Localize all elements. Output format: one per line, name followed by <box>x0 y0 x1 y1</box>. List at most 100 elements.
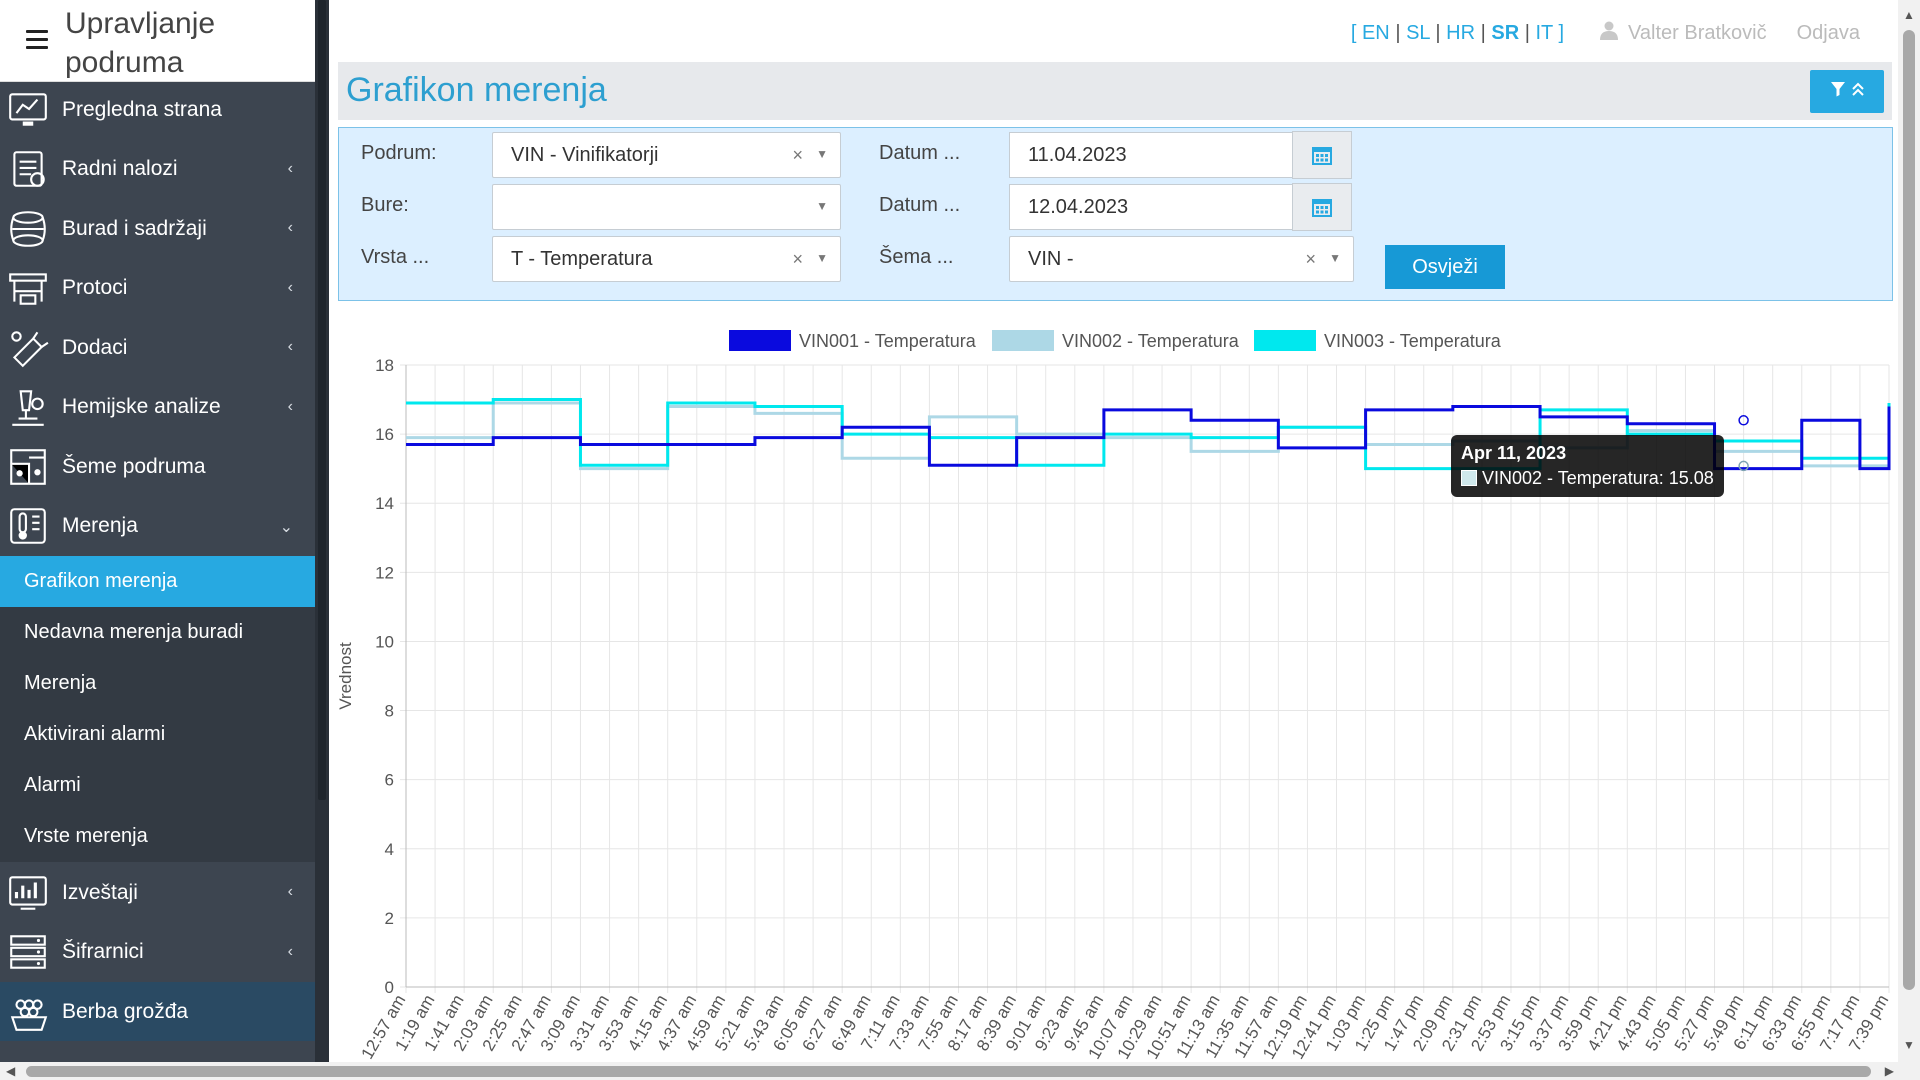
y-tick-label: 18 <box>375 356 394 375</box>
sidebar-subitem-label: Grafikon merenja <box>24 570 178 592</box>
grapes-icon <box>3 989 53 1035</box>
sidebar-item-merenja[interactable]: Merenja ⌄ <box>0 497 315 556</box>
chart-tooltip: Apr 11, 2023 VIN002 - Temperatura: 15.08 <box>1451 435 1724 497</box>
scroll-down-icon[interactable]: ▼ <box>1903 1038 1915 1052</box>
type-label: Vrsta ... <box>361 246 430 268</box>
lang-hr[interactable]: HR <box>1446 21 1476 44</box>
user-icon <box>1600 20 1619 46</box>
type-value: T - Temperatura <box>511 247 653 270</box>
hover-point-vin002 <box>1738 460 1749 472</box>
scheme-value: VIN - <box>1028 247 1074 270</box>
scroll-left-icon[interactable]: ◀ <box>6 1064 16 1078</box>
sidebar-scrollbar[interactable] <box>315 0 329 1080</box>
chevron-left-icon[interactable]: ‹ <box>287 397 293 415</box>
scroll-thumb[interactable] <box>26 1066 1871 1077</box>
lang-separator: | <box>1435 21 1441 44</box>
reports-icon <box>3 870 53 916</box>
sidebar-item-label: Pregledna strana <box>62 97 222 121</box>
main-content: [ EN | SL | HR | SR | IT ] Valter Bratko… <box>329 0 1920 1080</box>
chevron-down-icon[interactable]: ▼ <box>816 147 828 161</box>
sidebar-item-label: Izveštaji <box>62 880 138 904</box>
cellar-select[interactable]: VIN - Vinifikatorji × ▼ <box>492 132 841 178</box>
user-info[interactable]: Valter Bratkovič <box>1600 20 1767 46</box>
sidebar-item-protoci[interactable]: Protoci ‹ <box>0 259 315 318</box>
language-switcher: [ EN | SL | HR | SR | IT ] <box>1351 22 1564 45</box>
chevron-left-icon[interactable]: ‹ <box>287 159 293 177</box>
sidebar-subitem-merenja[interactable]: Merenja <box>0 658 315 709</box>
sidebar-item-sifrarnici[interactable]: Šifrarnici ‹ <box>0 923 315 982</box>
database-icon <box>3 929 53 975</box>
scroll-up-icon[interactable]: ▲ <box>1903 8 1915 22</box>
sidebar-item-label: Dodaci <box>62 335 128 359</box>
sidebar-item-hemijske-analize[interactable]: Hemijske analize ‹ <box>0 378 315 437</box>
tooltip-swatch <box>1461 470 1477 486</box>
sidebar-item-izvestaji[interactable]: Izveštaji ‹ <box>0 863 315 922</box>
barrels-label: Bure: <box>361 194 409 216</box>
clear-icon[interactable]: × <box>1305 249 1316 269</box>
scheme-label: Šema ... <box>879 246 954 268</box>
sidebar-item-pregledna-strana[interactable]: Pregledna strana <box>0 80 315 139</box>
panel-header: Grafikon merenja <box>338 62 1892 120</box>
sidebar-item-label: Hemijske analize <box>62 395 221 418</box>
sidebar-item-burad-i-sadrzaji[interactable]: Burad i sadržaji ‹ <box>0 199 315 258</box>
refresh-button[interactable]: Osvježi <box>1385 245 1505 289</box>
sidebar-subitem-label: Nedavna merenja buradi <box>24 621 244 643</box>
sidebar-item-seme-podruma[interactable]: Šeme podruma <box>0 437 315 496</box>
calendar-icon[interactable] <box>1292 131 1352 179</box>
chevron-left-icon[interactable]: ‹ <box>287 883 293 900</box>
sidebar-item-dodaci[interactable]: Dodaci ‹ <box>0 318 315 377</box>
legend-swatch <box>1254 330 1316 351</box>
menu-toggle-icon[interactable] <box>26 30 48 49</box>
sidebar-subitem-aktivirani-alarmi[interactable]: Aktivirani alarmi <box>0 709 315 760</box>
sidebar-item-radni-nalozi[interactable]: Radni nalozi ‹ <box>0 140 315 199</box>
lang-en[interactable]: EN <box>1361 21 1390 44</box>
lang-sl[interactable]: SL <box>1406 21 1430 44</box>
date-from-input[interactable]: 11.04.2023 <box>1009 132 1293 178</box>
brand-header: Upravljanje podruma <box>0 0 315 82</box>
scheme-select[interactable]: VIN - × ▼ <box>1009 236 1354 282</box>
sidebar-item-label: Šifrarnici <box>62 940 144 963</box>
chevron-down-icon[interactable]: ▼ <box>1329 251 1341 265</box>
sidebar-subitem-vrste-merenja[interactable]: Vrste merenja <box>0 811 315 862</box>
microscope-icon <box>3 384 53 430</box>
chevron-left-icon[interactable]: ‹ <box>287 942 293 960</box>
sidebar-subitem-grafikon-merenja[interactable]: Grafikon merenja <box>0 556 315 607</box>
filter-toggle-button[interactable] <box>1810 70 1884 113</box>
chevron-left-icon[interactable]: ‹ <box>287 338 293 355</box>
clear-icon[interactable]: × <box>792 145 803 165</box>
lang-separator: | <box>1480 21 1486 44</box>
tooltip-title: Apr 11, 2023 <box>1461 443 1567 463</box>
sidebar-subitem-nedavna-merenja-buradi[interactable]: Nedavna merenja buradi <box>0 607 315 658</box>
chevron-left-icon[interactable]: ‹ <box>287 278 293 296</box>
lang-sr[interactable]: SR <box>1491 21 1520 44</box>
y-tick-label: 6 <box>385 771 394 790</box>
type-select[interactable]: T - Temperatura × ▼ <box>492 236 841 282</box>
chevron-down-icon[interactable]: ▼ <box>816 251 828 265</box>
y-tick-label: 10 <box>375 632 394 651</box>
page-vertical-scrollbar[interactable]: ▲ ▼ <box>1898 0 1920 1080</box>
calendar-icon[interactable] <box>1292 183 1352 231</box>
chevron-down-icon[interactable]: ▼ <box>816 199 828 213</box>
filter-panel: Podrum: VIN - Vinifikatorji × ▼ Bure: ▼ … <box>338 127 1893 301</box>
sidebar-item-label: Protoci <box>62 276 128 299</box>
chevron-down-icon[interactable]: ⌄ <box>279 518 293 536</box>
lang-it[interactable]: IT <box>1535 21 1553 44</box>
scroll-right-icon[interactable]: ▶ <box>1884 1064 1894 1078</box>
chevron-left-icon[interactable]: ‹ <box>287 219 293 236</box>
date-from-label: Datum ... <box>879 142 961 164</box>
barrels-select[interactable]: ▼ <box>492 184 841 230</box>
chevron-up-icon <box>1852 82 1864 101</box>
app-title: Upravljanje podruma <box>65 7 216 79</box>
clear-icon[interactable]: × <box>792 249 803 269</box>
sidebar-subitem-label: Alarmi <box>24 774 81 796</box>
date-to-input[interactable]: 12.04.2023 <box>1009 184 1293 230</box>
scroll-thumb[interactable] <box>1903 30 1915 990</box>
sidebar-item-berba-grozda[interactable]: Berba grožđa <box>0 982 315 1041</box>
sidebar-subitem-alarmi[interactable]: Alarmi <box>0 760 315 811</box>
logout-link[interactable]: Odjava <box>1796 21 1860 44</box>
sidebar-item-label: Šeme podruma <box>62 454 206 478</box>
page-horizontal-scrollbar[interactable]: ◀ ▶ <box>0 1062 1920 1080</box>
y-tick-label: 2 <box>385 909 394 928</box>
flow-icon <box>3 265 53 311</box>
